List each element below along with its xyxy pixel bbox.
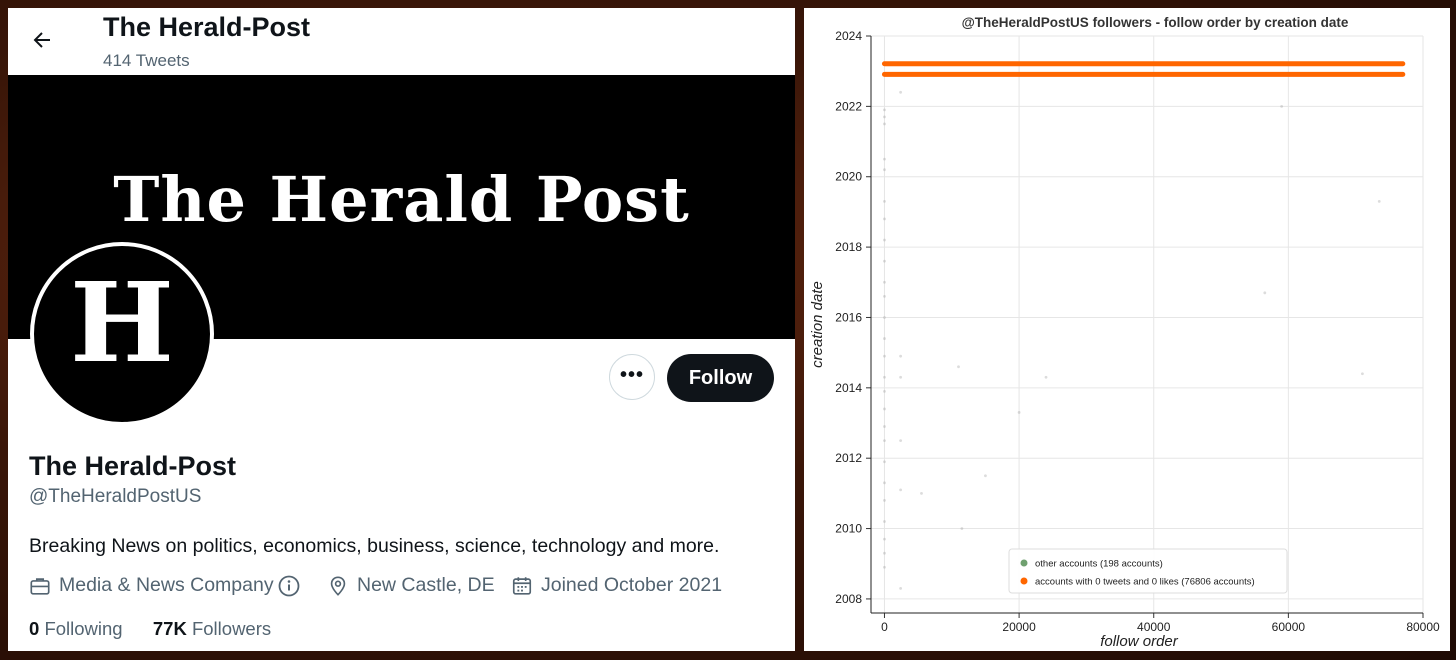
y-axis-label: creation date [809,281,826,368]
scatter-point [920,491,923,495]
back-arrow-icon[interactable] [30,28,54,52]
scatter-point [1361,372,1364,376]
x-tick-label: 80000 [1406,620,1440,634]
scatter-point [960,527,964,530]
header-profile-name: The Herald-Post [103,12,311,42]
legend-marker [1020,577,1028,585]
scatter-point [883,168,886,172]
avatar-logo-letter: H [70,258,174,387]
calendar-icon [512,577,532,595]
x-tick-label: 60000 [1272,620,1306,634]
avatar[interactable]: H [30,242,214,426]
scatter-point [883,280,886,284]
legend-entry: accounts with 0 tweets and 0 likes (7680… [1035,577,1255,588]
x-tick-label: 40000 [1137,620,1171,634]
scatter-point [883,122,886,126]
scatter-point [883,259,886,263]
scatter-point [883,407,886,411]
scatter-point [883,316,886,319]
followers-count: 77K [152,618,187,639]
scatter-point [883,460,886,464]
y-tick-label: 2022 [835,99,862,113]
scatter-point [1377,199,1381,203]
followers-link[interactable]: 77K Followers [153,618,271,639]
scatter-point [883,565,886,569]
scatter-point [883,439,886,443]
scatter-point [899,375,903,379]
scatter-point [1280,104,1284,108]
scatter-point [899,354,903,358]
scatter-point [883,499,886,502]
joined-label: Joined October 2021 [541,574,723,596]
location-label: New Castle, DE [357,574,495,596]
banner-logo-text: The Herald Post [113,163,690,236]
chart-title: @TheHeraldPostUS followers - follow orde… [962,15,1349,30]
following-label: Following [44,618,123,639]
scatter-point [883,520,886,523]
scatter-point [899,90,903,94]
y-tick-label: 2008 [835,592,862,606]
x-axis-label: follow order [1100,633,1179,650]
legend-marker [1020,559,1028,567]
profile-header-bar: The Herald-Post 414 Tweets [8,8,795,75]
scatter-point [883,115,886,119]
scatter-point [883,481,886,485]
legend-box [1008,548,1288,594]
user-handle: @TheHeraldPostUS [29,486,202,507]
info-icon[interactable] [277,574,301,598]
scatter-point [1263,291,1267,295]
scatter-point [883,389,886,393]
profile-bio: Breaking News on politics, economics, bu… [29,535,720,557]
chart-panel: 0 20000 40000 60000 80000 2008 2010 2012 2014 201… [804,8,1450,651]
follower-scatter-chart: 0 20000 40000 60000 80000 2008 2010 2012 2014 201… [809,15,1440,650]
y-tick-label: 2012 [835,451,862,465]
location-pin-icon [330,576,346,596]
y-tick-label: 2020 [835,170,862,184]
y-tick-label: 2018 [835,240,862,254]
y-tick-label: 2014 [835,381,862,395]
scatter-point [883,354,886,358]
scatter-point [883,551,886,555]
scatter-point [883,375,886,379]
scatter-point [883,108,886,112]
display-name: The Herald-Post [29,451,237,481]
plot-area [871,36,1423,613]
following-link[interactable]: 0 Following [29,618,123,639]
scatter-point [883,425,886,428]
y-tick-label: 2010 [835,522,862,536]
y-tick-label: 2016 [835,310,862,324]
follow-stats: 0 Following 77K Followers [29,618,271,640]
scatter-point [883,537,886,541]
x-tick-label: 0 [881,620,888,634]
y-tick-label: 2024 [835,29,862,43]
scatter-point [883,294,886,298]
profile-panel: The Herald-Post 414 Tweets The Herald Po… [8,8,795,651]
scatter-point [883,337,886,340]
follow-button[interactable]: Follow [667,354,774,402]
scatter-point [984,474,987,478]
legend-entry: other accounts (198 accounts) [1035,559,1163,570]
briefcase-icon [30,578,50,595]
followers-label: Followers [191,618,272,639]
scatter-point [899,586,903,590]
more-dots-icon: ••• [619,364,644,386]
scatter-point [1017,411,1021,414]
x-tick-label: 20000 [1002,620,1036,634]
scatter-point [957,365,960,369]
scatter-point [883,217,886,221]
scatter-point [883,238,886,242]
following-count: 0 [29,618,40,639]
scatter-point [883,157,886,161]
scatter-point [883,199,886,203]
scatter-point [899,439,903,443]
header-tweet-count: 414 Tweets [103,51,190,70]
scatter-point [899,488,903,492]
scatter-point [1044,375,1048,379]
category-label: Media & News Company [59,574,274,596]
more-options-button[interactable]: ••• [609,354,655,400]
